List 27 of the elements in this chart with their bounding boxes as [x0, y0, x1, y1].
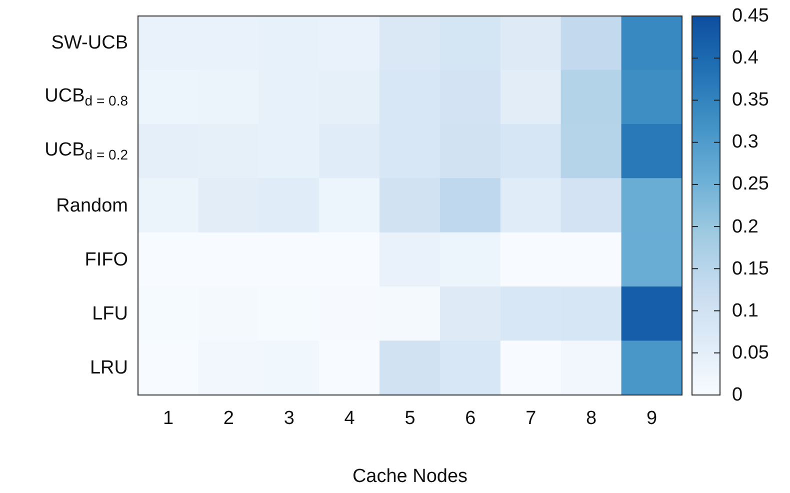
- x-tick-label: 8: [586, 408, 597, 429]
- color-bar-label: 0.4: [732, 48, 758, 69]
- y-tick-label: SW-UCB: [51, 32, 128, 54]
- x-tick-label: 6: [465, 408, 476, 429]
- x-tick-label: 2: [223, 408, 234, 429]
- color-bar-label: 0.05: [732, 342, 769, 364]
- y-tick-label: Random: [56, 195, 128, 216]
- y-tick-label: LFU: [92, 303, 128, 324]
- x-tick-label: 1: [162, 408, 174, 429]
- color-bar-label: 0.35: [732, 90, 769, 111]
- color-bar-label: 0.25: [732, 174, 769, 195]
- y-tick-label: UCB$_{d = 0.2}$: [44, 140, 128, 163]
- color-bar-label: 0.3: [732, 132, 758, 153]
- x-axis-title: Cache Nodes: [352, 466, 468, 487]
- color-bar-label: 0.2: [732, 216, 758, 238]
- x-tick-label: 7: [526, 408, 536, 429]
- color-bar-label: 0.45: [732, 6, 769, 26]
- x-tick-label: 5: [404, 408, 416, 429]
- color-bar-label: 0.1: [732, 300, 758, 322]
- y-tick-label: UCB$_{d = 0.8}$: [44, 86, 128, 109]
- y-tick-label: LRU: [90, 357, 128, 378]
- x-tick-label: 3: [284, 408, 294, 429]
- x-tick-label: 4: [344, 408, 356, 429]
- color-bar-label: 0: [732, 384, 743, 406]
- y-tick-label: FIFO: [84, 249, 128, 270]
- color-bar-label: 0.15: [732, 258, 769, 280]
- x-tick-label: 9: [646, 408, 658, 429]
